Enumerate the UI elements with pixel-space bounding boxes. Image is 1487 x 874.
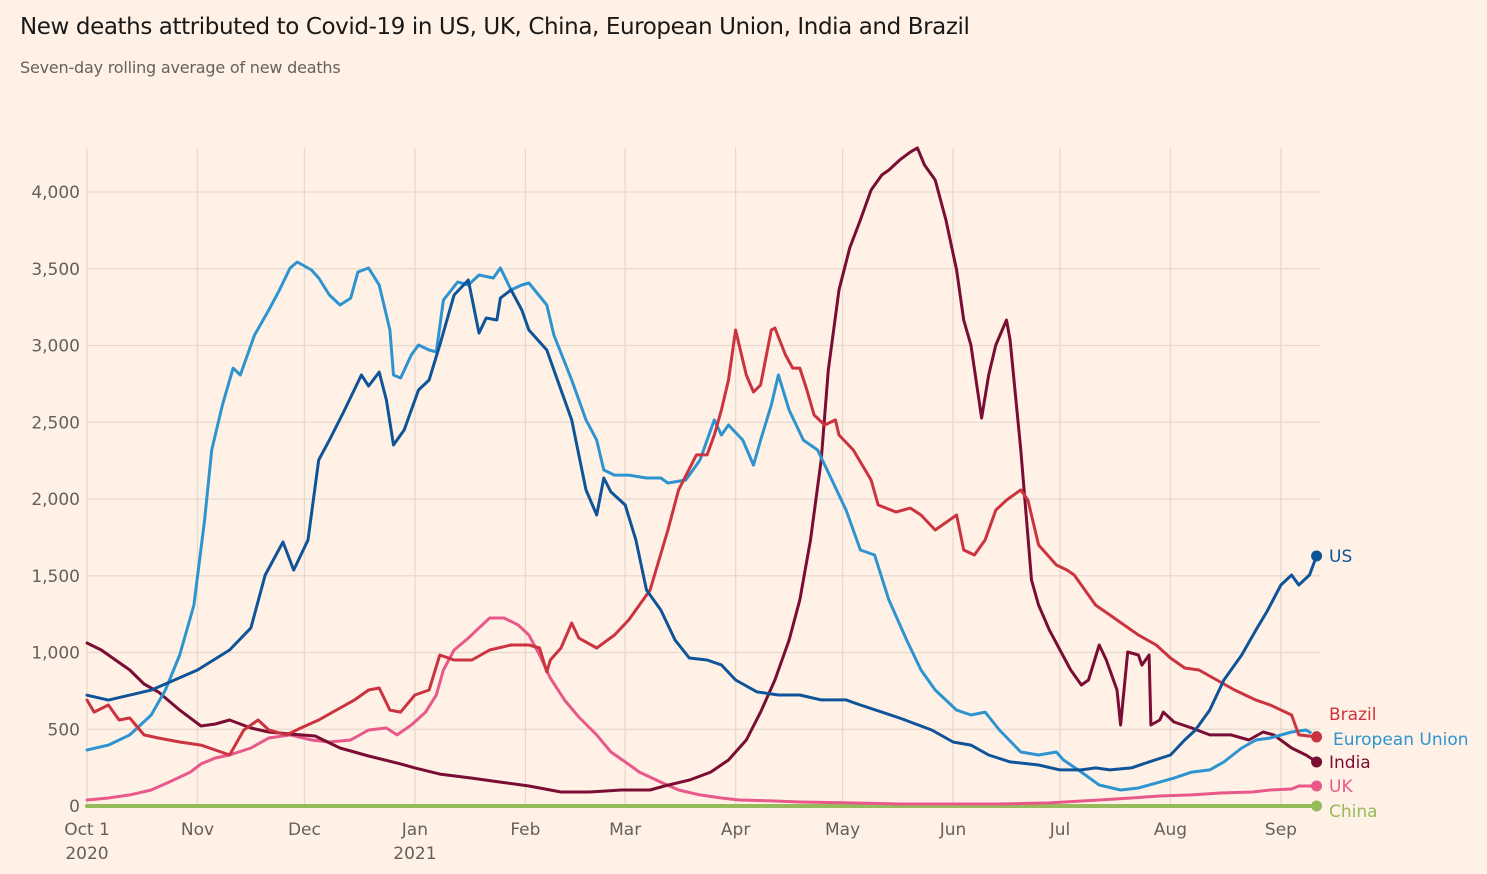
series-label-us: US [1329, 547, 1352, 567]
y-tick-label: 2,500 [31, 413, 80, 433]
y-tick-label: 2,000 [31, 490, 80, 510]
grid-layer [86, 148, 1320, 806]
chart-title: New deaths attributed to Covid-19 in US,… [20, 14, 970, 40]
series-label-india: India [1329, 753, 1371, 773]
axis-layer: 0 500 1,000 1,500 2,000 2,500 3,000 3,500 4,000 O… [31, 183, 1297, 864]
x-tick-label: Mar [609, 820, 641, 840]
end-marker-india [1311, 756, 1323, 768]
y-tick-label: 1,500 [31, 567, 80, 587]
y-tick-label: 1,000 [31, 644, 80, 664]
series-label-china: China [1329, 802, 1378, 822]
series-label-uk: UK [1329, 777, 1353, 797]
chart-subtitle: Seven-day rolling average of new deaths [20, 58, 341, 77]
x-tick-label: Nov [181, 820, 214, 840]
series-layer [85, 146, 1323, 812]
x-tick-label: Jun [939, 820, 967, 840]
x-tick-year-label: 2020 [65, 844, 108, 864]
end-marker-us [1311, 550, 1323, 562]
x-tick-label: Feb [510, 820, 540, 840]
series-label-european-union: European Union [1333, 730, 1469, 750]
y-tick-label: 3,500 [31, 260, 80, 280]
y-tick-label: 3,000 [31, 337, 80, 357]
end-marker-brazil [1311, 731, 1323, 743]
end-marker-china [1311, 800, 1323, 812]
y-tick-label: 4,000 [31, 183, 80, 203]
series-label-brazil: Brazil [1329, 705, 1376, 725]
x-tick-label: Oct 1 [64, 820, 110, 840]
series-line-european-union [85, 260, 1319, 792]
x-tick-label: Jul [1049, 820, 1071, 840]
x-tick-label: May [825, 820, 860, 840]
y-tick-label: 500 [48, 720, 80, 740]
x-tick-year-label: 2021 [393, 844, 436, 864]
x-tick-label: Sep [1265, 820, 1297, 840]
x-tick-label: Dec [288, 820, 321, 840]
end-marker-uk [1311, 780, 1323, 792]
x-tick-label: Jan [401, 820, 428, 840]
y-tick-label: 0 [69, 797, 80, 817]
x-tick-label: Aug [1154, 820, 1187, 840]
series-line-india [85, 146, 1319, 794]
label-layer: China UK India European Union Brazil US [1329, 547, 1469, 822]
series-line-brazil [85, 326, 1319, 757]
series-line-uk [85, 616, 1319, 806]
series-line-us [85, 278, 1319, 772]
x-tick-label: Apr [721, 820, 750, 840]
